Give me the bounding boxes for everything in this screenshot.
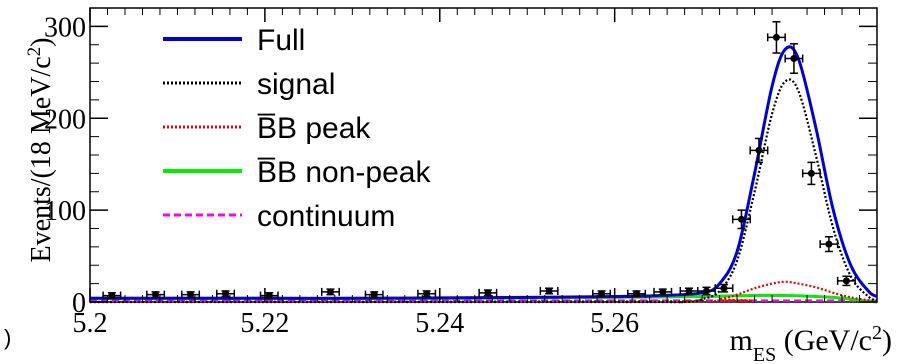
legend-label: signal — [257, 68, 335, 101]
data-marker — [545, 287, 553, 295]
data-points — [102, 21, 856, 300]
data-marker — [598, 290, 606, 298]
data-marker — [685, 287, 693, 295]
data-marker — [659, 288, 667, 296]
legend-entry: signal — [163, 68, 335, 101]
data-marker — [187, 291, 195, 299]
x-label-superscript: 2 — [872, 322, 882, 344]
data-point — [766, 21, 786, 54]
data-point — [181, 290, 201, 299]
legend-entry: continuum — [163, 200, 395, 233]
fit-curves — [89, 45, 878, 304]
data-point — [592, 289, 612, 298]
y-axis-label: Events/(18 MeV/c2) — [24, 38, 58, 263]
data-point — [364, 290, 384, 299]
data-marker — [790, 55, 798, 63]
data-marker — [720, 284, 728, 292]
data-point — [478, 288, 498, 297]
data-point — [714, 283, 734, 293]
data-point — [819, 236, 839, 253]
data-marker — [737, 215, 745, 223]
y-tick-label: 100 — [44, 196, 86, 227]
data-marker — [484, 289, 492, 297]
x-tick-label: 5.2 — [73, 308, 108, 339]
data-point — [216, 289, 236, 298]
data-marker — [370, 291, 378, 299]
data-marker — [772, 33, 780, 41]
legend-entry: B̅B non-peak — [163, 156, 431, 189]
data-marker — [825, 240, 833, 248]
legend-label: Full — [257, 24, 305, 57]
x-axis-label: mES (GeV/c2) — [730, 322, 892, 364]
data-point — [259, 291, 279, 300]
data-point — [627, 289, 647, 298]
data-point — [320, 287, 340, 296]
data-point — [539, 286, 559, 295]
data-marker — [108, 292, 116, 300]
y-label-superscript: 2 — [24, 47, 45, 57]
data-marker — [807, 169, 815, 177]
data-point — [801, 161, 821, 186]
legend-entry: Full — [163, 24, 305, 57]
legend-label: B̅B peak — [257, 112, 371, 145]
data-marker — [842, 277, 850, 285]
data-marker — [423, 290, 431, 298]
y-tick-label: 300 — [44, 12, 86, 43]
data-point — [731, 209, 751, 230]
data-marker — [326, 288, 334, 296]
curve-signal — [90, 78, 878, 304]
y-tick-label: 200 — [44, 104, 86, 135]
data-marker — [755, 146, 763, 154]
legend: Full signal B̅B peak B̅B non-peak continuum — [163, 24, 431, 233]
curve-full — [90, 45, 878, 300]
x-label-subscript: ES — [753, 344, 776, 364]
y-tick-label: 0 — [72, 288, 86, 319]
corner-mark: ) — [4, 325, 12, 350]
data-marker — [152, 291, 160, 299]
legend-label: continuum — [257, 200, 395, 233]
data-point — [836, 275, 856, 287]
x-tick-label: 5.24 — [415, 308, 464, 339]
data-marker — [702, 287, 710, 295]
data-marker — [222, 290, 230, 298]
data-marker — [633, 290, 641, 298]
data-point — [417, 289, 437, 298]
data-point — [749, 137, 769, 164]
x-tick-label: 5.22 — [240, 308, 289, 339]
data-marker — [265, 292, 273, 300]
data-point — [653, 287, 673, 296]
data-point — [146, 290, 166, 299]
legend-label: B̅B non-peak — [257, 156, 431, 189]
axis-ticks: 5.2 5.22 5.24 5.26 0 100 200 300 — [44, 8, 877, 339]
legend-entry: B̅B peak — [163, 112, 371, 145]
data-point — [784, 43, 804, 74]
data-point — [102, 291, 122, 300]
x-tick-label: 5.26 — [590, 308, 639, 339]
